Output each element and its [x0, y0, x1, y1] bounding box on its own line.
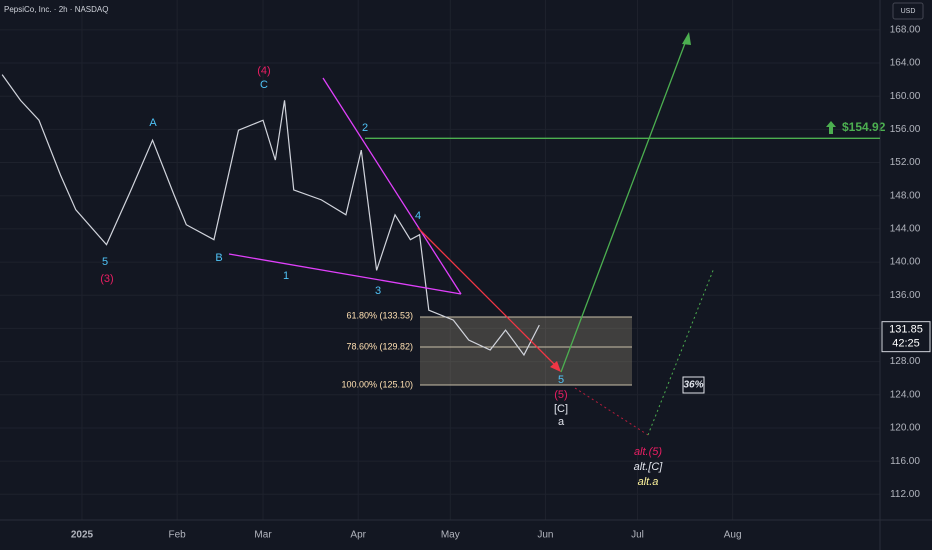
arrow-head: [682, 32, 691, 45]
wave-label: A: [149, 117, 157, 129]
y-tick-label: 116.00: [890, 456, 920, 467]
wave-label: (5): [554, 389, 567, 401]
x-tick-label: 2025: [71, 530, 94, 541]
up-icon: [826, 121, 836, 134]
y-tick-label: 148.00: [890, 190, 921, 201]
wave-label: B: [215, 252, 222, 264]
countdown: 42:25: [892, 338, 920, 350]
plot: [1, 74, 540, 357]
wave-label: 5: [558, 374, 564, 386]
x-tick-label: Mar: [254, 530, 272, 541]
price-line: [1, 74, 540, 357]
alt-label: alt.(5): [634, 446, 662, 458]
fib-label: 100.00% (125.10): [341, 379, 413, 389]
y-tick-label: 120.00: [890, 423, 921, 434]
red-arrow: [417, 227, 559, 369]
x-tick-label: Jun: [537, 530, 553, 541]
prob-box: [682, 376, 705, 394]
x-tick-label: May: [441, 530, 460, 541]
x-tick-label: Feb: [168, 530, 186, 541]
chart-title: PepsiCo, Inc. · 2h · NASDAQ: [4, 5, 108, 14]
fib-label: 61.80% (133.53): [346, 310, 413, 320]
wave-label: 3: [375, 285, 381, 297]
y-tick-label: 124.00: [890, 389, 921, 400]
wedge-line: [322, 77, 462, 295]
y-tick-label: 168.00: [890, 24, 921, 35]
y-tick-label: 152.00: [890, 157, 921, 168]
last-price: 131.85: [889, 324, 923, 336]
green-arrow: [560, 37, 688, 373]
wave-label: 2: [362, 122, 368, 134]
y-tick-label: 140.00: [890, 257, 921, 268]
x-tick-label: Apr: [350, 530, 366, 541]
y-tick-label: 112.00: [890, 489, 920, 500]
alt-label: alt.[C]: [634, 461, 664, 473]
wave-label: (4): [257, 65, 270, 77]
y-tick-label: 128.00: [890, 356, 921, 367]
wave-label: 4: [415, 210, 421, 222]
currency-box: [892, 2, 924, 20]
probability: 36%: [683, 380, 703, 391]
y-tick-label: 156.00: [890, 124, 921, 135]
price-box: [881, 321, 931, 353]
fib-label: 78.60% (129.82): [346, 341, 413, 351]
wave-label: (3): [100, 273, 113, 285]
x-tick-label: Aug: [724, 530, 742, 541]
wedge-line: [228, 253, 462, 295]
y-tick-label: 144.00: [890, 224, 921, 235]
y-tick-label: 164.00: [890, 58, 921, 69]
wave-label: 5: [102, 256, 108, 268]
alt-label: alt.a: [638, 476, 659, 488]
wave-label: 1: [283, 270, 289, 282]
y-tick-label: 136.00: [890, 290, 921, 301]
arrow-head: [550, 361, 561, 372]
wave-label: [C]: [554, 403, 568, 415]
y-tick-label: 160.00: [890, 91, 921, 102]
wave-label: C: [260, 79, 268, 91]
wave-label: a: [558, 416, 565, 428]
x-tick-label: Jul: [631, 530, 644, 541]
currency: USD: [901, 8, 916, 15]
target-label: $154.92: [842, 120, 886, 134]
